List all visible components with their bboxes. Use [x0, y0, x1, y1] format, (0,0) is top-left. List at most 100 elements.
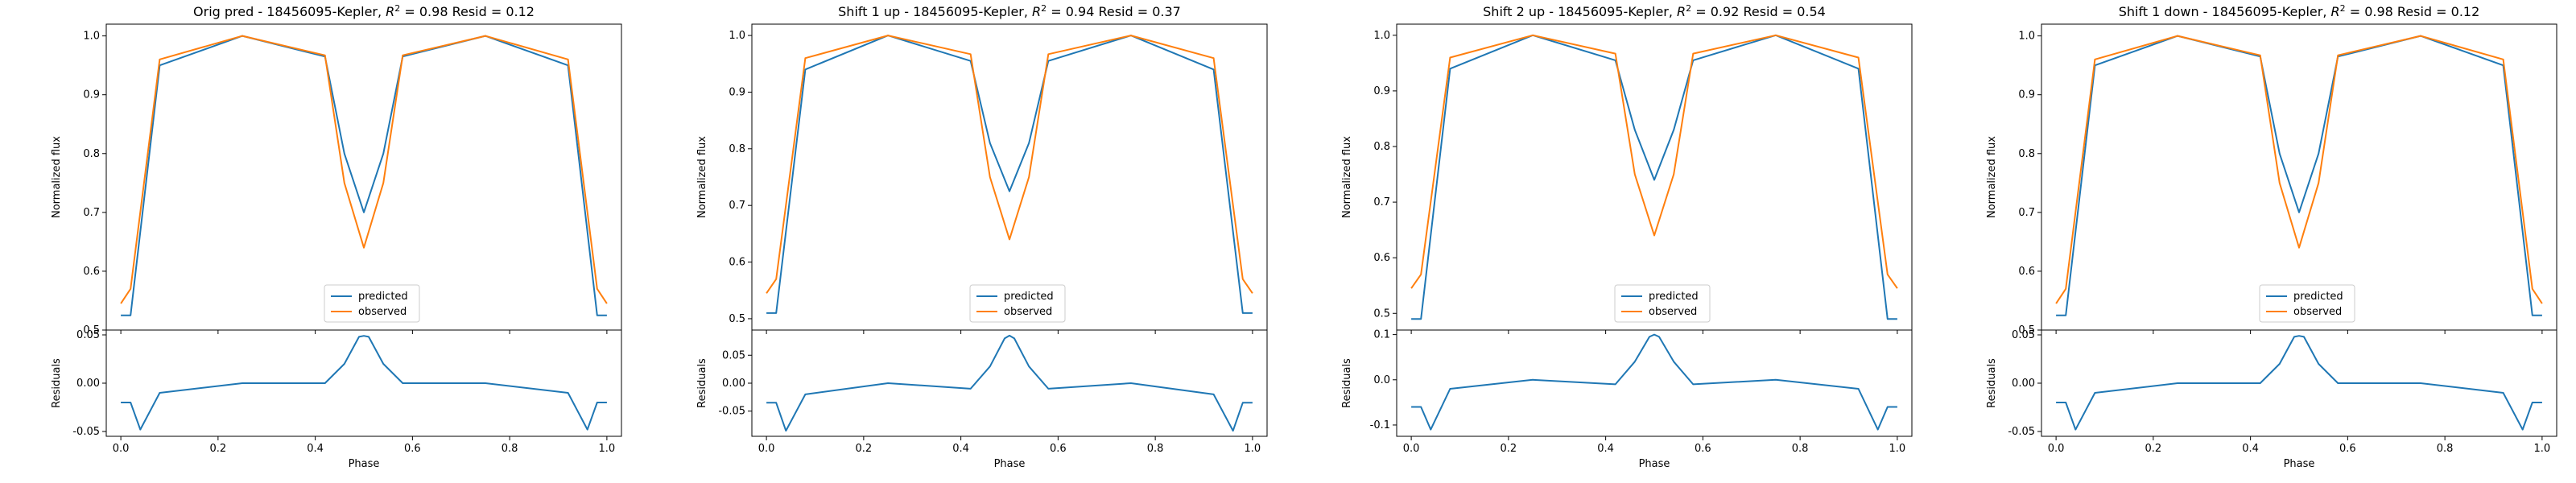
- xtick-label: 0.8: [502, 443, 518, 455]
- xtick-label: 0.0: [1403, 443, 1420, 455]
- flux-ytick-label: 0.8: [1373, 141, 1390, 153]
- residual-ytick-label: 0.00: [722, 378, 745, 390]
- xtick-label: 0.0: [758, 443, 775, 455]
- xtick-label: 0.0: [2048, 443, 2065, 455]
- flux-ytick-label: 0.9: [2018, 89, 2035, 101]
- legend-label-predicted: predicted: [358, 291, 408, 303]
- title-r2-symbol: R: [2330, 4, 2339, 19]
- title-eq: =: [400, 4, 419, 19]
- residual-ylabel: Residuals: [1986, 358, 1998, 408]
- xtick-label: 0.8: [1792, 443, 1809, 455]
- title-r2-symbol: R: [386, 4, 394, 19]
- panel-1: Orig pred - 18456095-Kepler, R2 = 0.98 R…: [51, 3, 622, 470]
- flux-ytick-label: 0.9: [83, 89, 100, 101]
- residual-ytick-label: 0.0: [1373, 374, 1390, 386]
- xlabel: Phase: [349, 458, 380, 470]
- flux-ylabel: Normalized flux: [1341, 136, 1353, 218]
- residual-ytick-label: 0.05: [722, 349, 745, 361]
- residual-ytick-label: -0.05: [718, 406, 745, 418]
- flux-ytick-label: 0.5: [83, 324, 100, 336]
- flux-ytick-label: 1.0: [2018, 31, 2035, 43]
- flux-ytick-label: 1.0: [729, 30, 745, 42]
- residual-axes-frame: [2041, 329, 2557, 437]
- flux-ytick-label: 0.5: [2018, 324, 2035, 336]
- xtick-label: 0.8: [2437, 443, 2454, 455]
- title-r2-exp: 2: [394, 3, 400, 14]
- xtick-label: 0.8: [1147, 443, 1164, 455]
- title-eq: =: [1046, 4, 1066, 19]
- flux-ytick-label: 0.6: [83, 266, 100, 278]
- title-r2-value: 0.94: [1066, 4, 1095, 19]
- legend-box: [2259, 284, 2355, 323]
- legend-label-predicted: predicted: [2293, 291, 2343, 303]
- residual-line: [121, 335, 607, 431]
- legend-box: [969, 284, 1066, 323]
- flux-ytick-label: 1.0: [83, 31, 100, 43]
- title-resid-value: 0.37: [1152, 4, 1181, 19]
- series-line-observed: [120, 35, 608, 304]
- series-line-predicted: [121, 35, 607, 316]
- xtick-label: 0.2: [1501, 443, 1517, 455]
- xlabel: Phase: [1639, 458, 1670, 470]
- legend: predicted observed: [2259, 284, 2355, 323]
- flux-ytick-label: 0.7: [83, 207, 100, 219]
- legend-label-observed: observed: [1649, 306, 1697, 318]
- flux-ylabel: Normalized flux: [1986, 136, 1998, 218]
- residual-ytick-label: 0.05: [2012, 329, 2035, 341]
- xtick-label: 0.2: [856, 443, 873, 455]
- residual-ytick-label: 0.05: [76, 329, 100, 341]
- xtick-label: 0.0: [113, 443, 130, 455]
- title-r2-exp: 2: [1686, 3, 1691, 14]
- legend-box: [324, 284, 420, 323]
- xtick-label: 1.0: [1245, 443, 1261, 455]
- xtick-label: 0.4: [307, 443, 324, 455]
- flux-ytick-label: 0.7: [1373, 196, 1390, 208]
- title-prefix: Shift 1 down - 18456095-Kepler,: [2119, 4, 2331, 19]
- flux-ytick-label: 0.8: [2018, 148, 2035, 160]
- xtick-label: 0.2: [2145, 443, 2162, 455]
- residual-ytick-label: -0.05: [2008, 426, 2035, 438]
- flux-axes-frame: [1396, 23, 1913, 331]
- title-r2-value: 0.98: [2364, 4, 2393, 19]
- xtick-label: 1.0: [2534, 443, 2551, 455]
- legend-label-observed: observed: [2293, 306, 2342, 318]
- flux-ytick-label: 0.9: [729, 86, 745, 98]
- title-r2-symbol: R: [1032, 4, 1041, 19]
- xlabel: Phase: [994, 458, 1026, 470]
- panel-3: Shift 2 up - 18456095-Kepler, R2 = 0.92 …: [1341, 3, 1913, 470]
- residual-ytick-label: 0.00: [76, 378, 100, 390]
- flux-ytick-label: 1.0: [1373, 30, 1390, 42]
- xtick-label: 1.0: [599, 443, 616, 455]
- residual-ytick-label: -0.1: [1370, 419, 1390, 431]
- xtick-label: 0.6: [404, 443, 421, 455]
- flux-ytick-label: 0.6: [1373, 252, 1390, 264]
- title-resid-label: Resid =: [448, 4, 506, 19]
- title-r2-exp: 2: [1041, 3, 1046, 14]
- chart-title: Shift 2 up - 18456095-Kepler, R2 = 0.92 …: [1483, 3, 1826, 19]
- flux-ytick-label: 0.7: [2018, 207, 2035, 219]
- chart-title: Shift 1 up - 18456095-Kepler, R2 = 0.94 …: [838, 3, 1181, 19]
- legend: predicted observed: [969, 284, 1066, 323]
- residual-line: [766, 334, 1253, 432]
- chart-title: Orig pred - 18456095-Kepler, R2 = 0.98 R…: [193, 3, 535, 19]
- xtick-label: 0.6: [2339, 443, 2356, 455]
- series-line-predicted: [766, 35, 1253, 314]
- legend-label-observed: observed: [1004, 306, 1052, 318]
- flux-ytick-label: 0.6: [729, 257, 745, 269]
- residual-ylabel: Residuals: [696, 358, 708, 408]
- legend: predicted observed: [324, 284, 420, 323]
- title-resid-value: 0.12: [2451, 4, 2480, 19]
- panel-4: Shift 1 down - 18456095-Kepler, R2 = 0.9…: [1986, 3, 2557, 470]
- residual-ytick-label: -0.05: [72, 426, 100, 438]
- xtick-label: 0.6: [1050, 443, 1067, 455]
- xtick-label: 0.6: [1695, 443, 1711, 455]
- title-eq: =: [2346, 4, 2365, 19]
- residual-line: [2056, 335, 2542, 431]
- xtick-label: 0.4: [2242, 443, 2259, 455]
- panel-2: Shift 1 up - 18456095-Kepler, R2 = 0.94 …: [696, 3, 1268, 470]
- legend: predicted observed: [1614, 284, 1711, 323]
- title-r2-symbol: R: [1677, 4, 1686, 19]
- residual-ylabel: Residuals: [1341, 358, 1353, 408]
- title-resid-value: 0.12: [506, 4, 535, 19]
- legend-label-predicted: predicted: [1649, 291, 1699, 303]
